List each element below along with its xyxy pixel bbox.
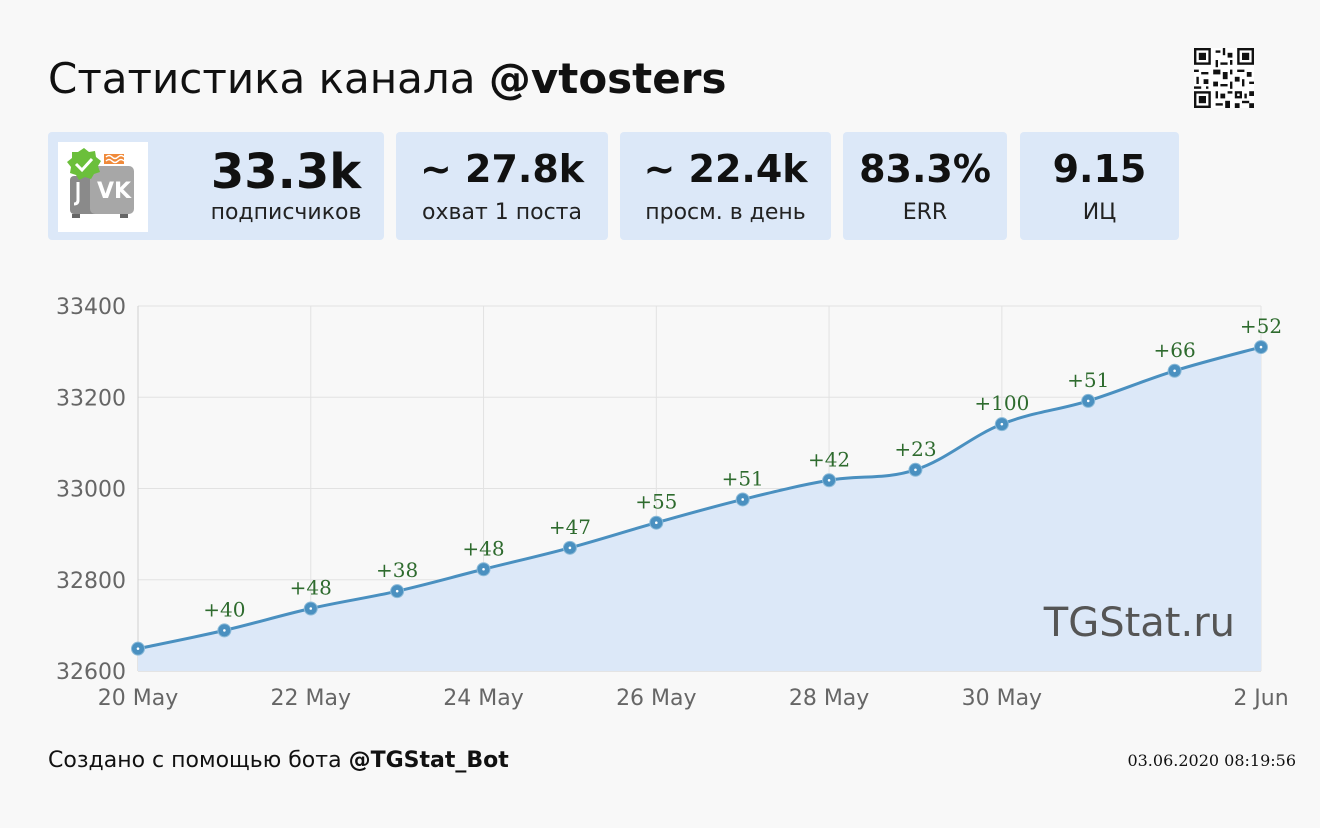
data-point-center (1259, 345, 1263, 349)
footer-credit: Создано с помощью бота @TGStat_Bot (48, 746, 509, 776)
data-point-center (482, 567, 485, 571)
citation-index-value: 9.15 (1052, 147, 1147, 191)
data-point-center (827, 478, 831, 482)
x-tick-label: 28 May (789, 686, 869, 711)
channel-avatar: VK (58, 142, 148, 232)
reach-label: охват 1 поста (422, 200, 582, 225)
footer-timestamp: 03.06.2020 08:19:56 (1127, 751, 1296, 770)
footer-bot-link[interactable]: @TGStat_Bot (348, 748, 509, 773)
y-tick-label: 33000 (56, 478, 126, 503)
title-prefix: Статистика канала (48, 54, 476, 103)
point-delta-label: +38 (376, 558, 418, 582)
err-value: 83.3% (859, 147, 991, 191)
data-point-center (741, 498, 744, 501)
vk-toaster-logo-icon: VK (67, 148, 134, 218)
x-tick-label: 22 May (271, 686, 351, 711)
stat-card-subscribers: VK 33.3k подписчиков (48, 132, 384, 240)
err-label: ERR (902, 200, 948, 225)
svg-text:VK: VK (97, 179, 132, 204)
point-delta-label: +51 (1067, 368, 1109, 392)
point-delta-label: +66 (1154, 338, 1196, 362)
daily-views-value: ~ 22.4k (643, 147, 808, 191)
subscribers-label: подписчиков (210, 200, 362, 225)
point-delta-label: +47 (549, 515, 591, 539)
data-point-center (1173, 369, 1176, 373)
point-delta-label: +51 (722, 466, 764, 490)
stat-card-err: 83.3% ERR (843, 132, 1007, 240)
tgstat-watermark: TGStat.ru (1043, 600, 1235, 646)
stat-card-daily-views: ~ 22.4k просм. в день (620, 132, 831, 240)
subscribers-value: 33.3k (210, 144, 362, 200)
x-tick-label: 30 May (962, 686, 1042, 711)
series-line (137, 345, 1262, 651)
subscribers-line-chart: 32600 32800 33000 33200 33400 20 May 22 May 24 … (56, 295, 1289, 711)
channel-handle: @vtosters (488, 54, 727, 103)
page-title: Статистика канала @vtosters (48, 52, 726, 106)
data-point-center (1000, 422, 1004, 426)
point-delta-label: +55 (635, 490, 677, 514)
y-tick-label: 32800 (56, 569, 126, 594)
x-tick-label: 26 May (616, 686, 696, 711)
point-delta-label: +100 (974, 391, 1029, 415)
point-delta-label: +23 (894, 437, 936, 461)
x-tick-label: 2 Jun (1233, 686, 1288, 711)
citation-index-label: ИЦ (1082, 200, 1117, 225)
x-tick-label: 24 May (443, 686, 523, 711)
x-tick-label: 20 May (98, 686, 178, 711)
point-delta-label: +48 (290, 575, 332, 599)
footer-created-text: Создано с помощью бота (48, 748, 342, 773)
y-tick-label: 33200 (56, 386, 126, 411)
data-point-center (223, 629, 226, 632)
point-delta-label: +42 (808, 447, 850, 471)
y-tick-label: 32600 (56, 660, 126, 685)
area-fill (138, 347, 1261, 671)
data-point-center (655, 521, 658, 525)
daily-views-label: просм. в день (645, 200, 806, 225)
y-tick-label: 33400 (56, 295, 126, 320)
data-point-center (914, 468, 917, 472)
reach-value: ~ 27.8k (419, 147, 585, 191)
data-point-center (136, 647, 140, 650)
data-point-center (395, 589, 399, 593)
point-delta-label: +52 (1240, 314, 1282, 338)
data-point-center (568, 546, 572, 550)
qr-code-icon (1194, 48, 1254, 108)
point-delta-label: +48 (462, 536, 504, 560)
data-point-center (309, 607, 313, 610)
stat-card-citation-index: 9.15 ИЦ (1020, 132, 1179, 240)
data-point-center (1086, 399, 1090, 403)
stat-card-reach: ~ 27.8k охват 1 поста (396, 132, 608, 240)
point-delta-label: +40 (203, 597, 245, 621)
